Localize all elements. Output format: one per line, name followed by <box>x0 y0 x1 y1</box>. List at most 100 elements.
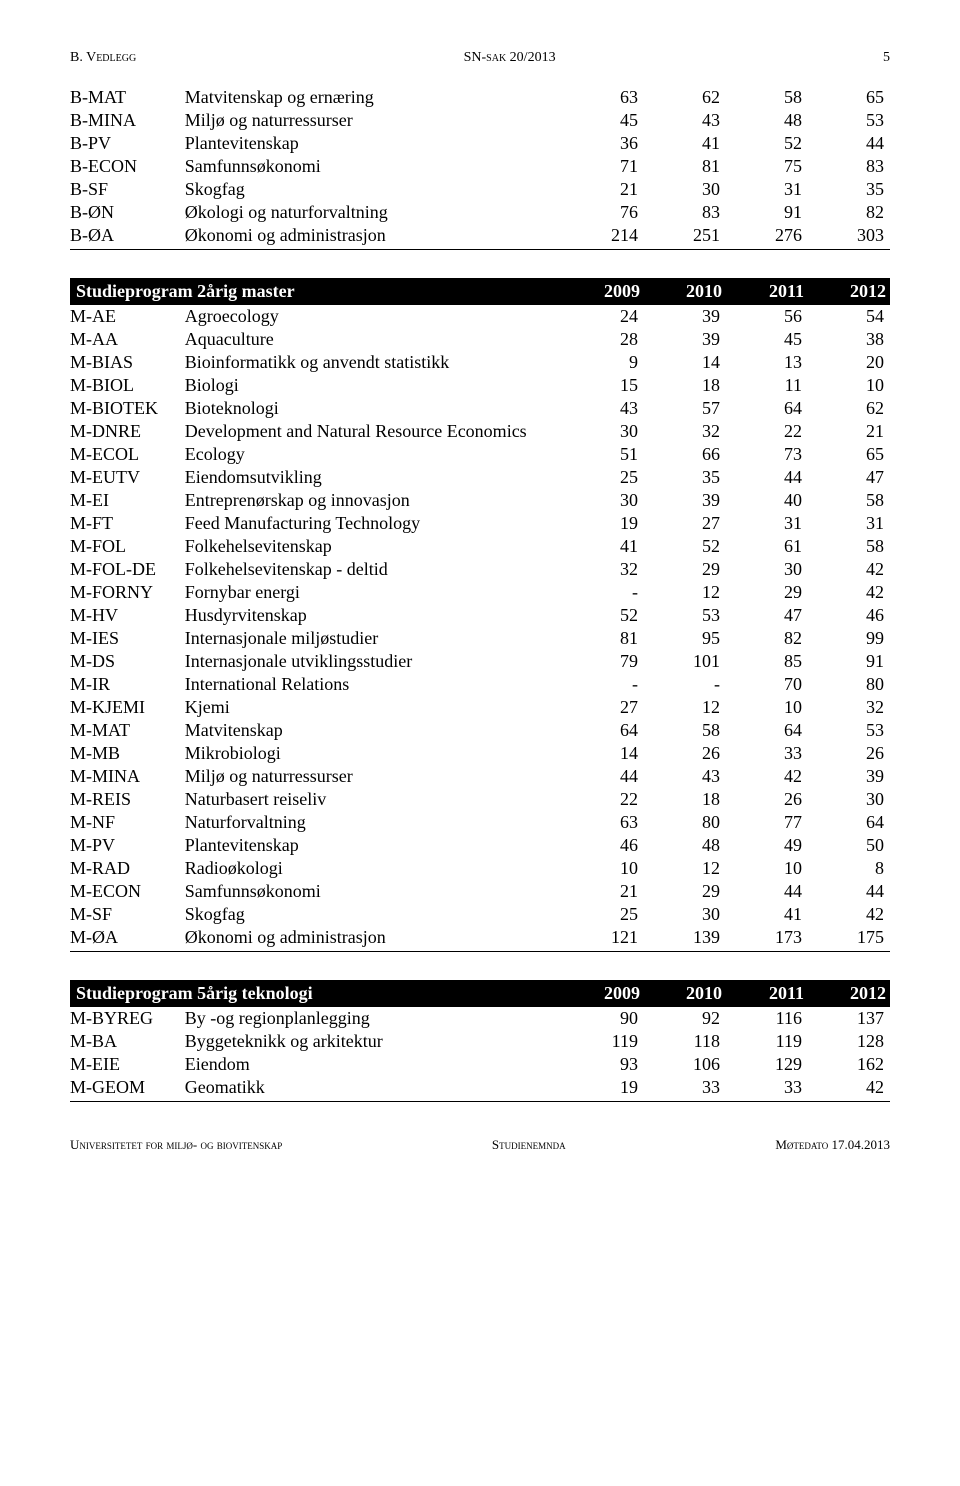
cell: M-MAT <box>70 719 185 742</box>
cell: Samfunnsøkonomi <box>185 880 562 903</box>
table-row: M-EIEEiendom93106129162 <box>70 1053 890 1076</box>
cell: 121 <box>562 926 644 952</box>
cell: 65 <box>808 86 890 109</box>
cell: 139 <box>644 926 726 952</box>
cell: 137 <box>808 1007 890 1030</box>
cell: Radioøkologi <box>185 857 562 880</box>
cell: 27 <box>562 696 644 719</box>
cell: 46 <box>562 834 644 857</box>
cell: 81 <box>562 627 644 650</box>
cell: 52 <box>644 535 726 558</box>
table-bachelor: B-MATMatvitenskap og ernæring63625865B-M… <box>70 86 890 250</box>
cell: M-MINA <box>70 765 185 788</box>
footer-left: Universitetet for miljø- og biovitenskap <box>70 1137 282 1153</box>
table-row: M-BYREGBy -og regionplanlegging909211613… <box>70 1007 890 1030</box>
cell: 77 <box>726 811 808 834</box>
cell: - <box>562 673 644 696</box>
cell: Folkehelsevitenskap <box>185 535 562 558</box>
cell: 70 <box>726 673 808 696</box>
cell: M-IES <box>70 627 185 650</box>
cell: 10 <box>726 696 808 719</box>
cell: 30 <box>644 178 726 201</box>
cell: 42 <box>808 581 890 604</box>
table3-y1: 2009 <box>562 980 644 1007</box>
cell: By -og regionplanlegging <box>185 1007 562 1030</box>
cell: 30 <box>644 903 726 926</box>
cell: 24 <box>562 305 644 328</box>
table2-y4: 2012 <box>808 278 890 305</box>
table-row: M-ECONSamfunnsøkonomi21294444 <box>70 880 890 903</box>
cell: 42 <box>808 1076 890 1102</box>
cell: 73 <box>726 443 808 466</box>
table-row: M-IRInternational Relations--7080 <box>70 673 890 696</box>
footer-center: Studienemnda <box>492 1137 566 1153</box>
cell: 13 <box>726 351 808 374</box>
cell: 30 <box>562 420 644 443</box>
cell: 99 <box>808 627 890 650</box>
cell: M-SF <box>70 903 185 926</box>
cell: 25 <box>562 466 644 489</box>
cell: 51 <box>562 443 644 466</box>
cell: Internasjonale miljøstudier <box>185 627 562 650</box>
cell: M-PV <box>70 834 185 857</box>
cell: 33 <box>726 742 808 765</box>
cell: Miljø og naturressurser <box>185 765 562 788</box>
cell: 64 <box>726 397 808 420</box>
cell: 76 <box>562 201 644 224</box>
cell: M-MB <box>70 742 185 765</box>
cell: B-ØN <box>70 201 185 224</box>
cell: 92 <box>644 1007 726 1030</box>
cell: Entreprenørskap og innovasjon <box>185 489 562 512</box>
cell: Development and Natural Resource Economi… <box>185 420 562 443</box>
cell: 45 <box>726 328 808 351</box>
cell: 83 <box>808 155 890 178</box>
table-row: M-MINAMiljø og naturressurser44434239 <box>70 765 890 788</box>
table-row: M-EIEntreprenørskap og innovasjon3039405… <box>70 489 890 512</box>
table-row: M-RADRadioøkologi1012108 <box>70 857 890 880</box>
cell: - <box>562 581 644 604</box>
table-master-2yr: Studieprogram 2årig master 2009 2010 201… <box>70 278 890 952</box>
table-row: M-EUTVEiendomsutvikling25354447 <box>70 466 890 489</box>
cell: 63 <box>562 86 644 109</box>
cell: M-BIOTEK <box>70 397 185 420</box>
table-row: M-FORNYFornybar energi-122942 <box>70 581 890 604</box>
cell: 9 <box>562 351 644 374</box>
cell: 21 <box>808 420 890 443</box>
table-row: M-FOL-DEFolkehelsevitenskap - deltid3229… <box>70 558 890 581</box>
cell: 44 <box>726 466 808 489</box>
table-row: M-AAAquaculture28394538 <box>70 328 890 351</box>
cell: 82 <box>726 627 808 650</box>
cell: 65 <box>808 443 890 466</box>
table-master-2yr-header: Studieprogram 2årig master 2009 2010 201… <box>70 278 890 305</box>
cell: M-FOL <box>70 535 185 558</box>
cell: 10 <box>726 857 808 880</box>
cell: 28 <box>562 328 644 351</box>
cell: M-IR <box>70 673 185 696</box>
cell: 66 <box>644 443 726 466</box>
cell: 90 <box>562 1007 644 1030</box>
table-row: M-NFNaturforvaltning63807764 <box>70 811 890 834</box>
table-row: B-ØNØkologi og naturforvaltning76839182 <box>70 201 890 224</box>
cell: Naturbasert reiseliv <box>185 788 562 811</box>
cell: 25 <box>562 903 644 926</box>
table-row: M-KJEMIKjemi27121032 <box>70 696 890 719</box>
cell: 31 <box>808 512 890 535</box>
cell: 35 <box>644 466 726 489</box>
cell: 12 <box>644 857 726 880</box>
table-row: M-MATMatvitenskap64586453 <box>70 719 890 742</box>
cell: M-BYREG <box>70 1007 185 1030</box>
cell: Folkehelsevitenskap - deltid <box>185 558 562 581</box>
cell: M-BIAS <box>70 351 185 374</box>
table-row: M-MBMikrobiologi14263326 <box>70 742 890 765</box>
cell: 91 <box>726 201 808 224</box>
cell: 162 <box>808 1053 890 1076</box>
cell: 48 <box>644 834 726 857</box>
table-row: B-ECONSamfunnsøkonomi71817583 <box>70 155 890 178</box>
table-row: M-ØAØkonomi og administrasjon12113917317… <box>70 926 890 952</box>
cell: 43 <box>562 397 644 420</box>
cell: 18 <box>644 374 726 397</box>
cell: 39 <box>644 489 726 512</box>
cell: 15 <box>562 374 644 397</box>
table2-title: Studieprogram 2årig master <box>70 278 562 305</box>
cell: Husdyrvitenskap <box>185 604 562 627</box>
